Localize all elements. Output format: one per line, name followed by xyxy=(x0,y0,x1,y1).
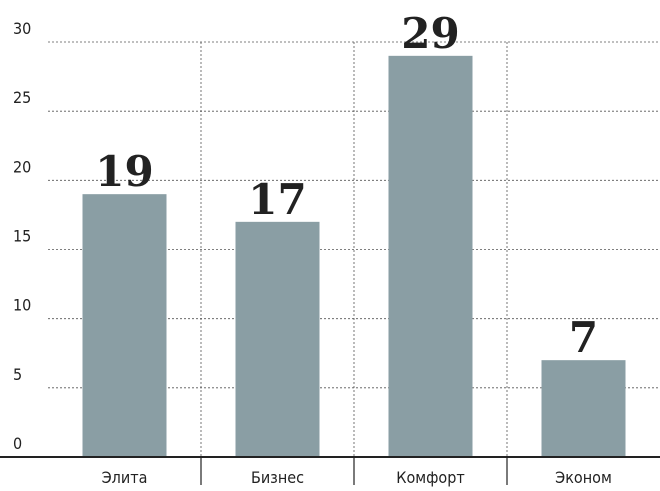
bar xyxy=(235,221,320,457)
x-tick-label: Эконом xyxy=(555,468,612,487)
value-label: 7 xyxy=(569,313,598,362)
bar xyxy=(82,194,167,457)
y-tick-label: 20 xyxy=(13,157,31,176)
y-tick-label: 5 xyxy=(13,365,22,384)
y-tick-label: 15 xyxy=(13,227,31,246)
bar xyxy=(541,360,626,457)
x-tick-label: Элита xyxy=(102,468,148,487)
value-label: 29 xyxy=(401,9,459,58)
value-label: 19 xyxy=(95,147,153,196)
x-tick-label: Комфорт xyxy=(396,468,465,487)
bar xyxy=(388,55,473,457)
y-tick-label: 30 xyxy=(13,19,31,38)
x-tick-label: Бизнес xyxy=(251,468,304,487)
y-tick-label: 10 xyxy=(13,296,31,315)
value-label: 17 xyxy=(248,175,306,224)
y-tick-label: 25 xyxy=(13,88,31,107)
y-tick-label: 0 xyxy=(13,434,22,453)
